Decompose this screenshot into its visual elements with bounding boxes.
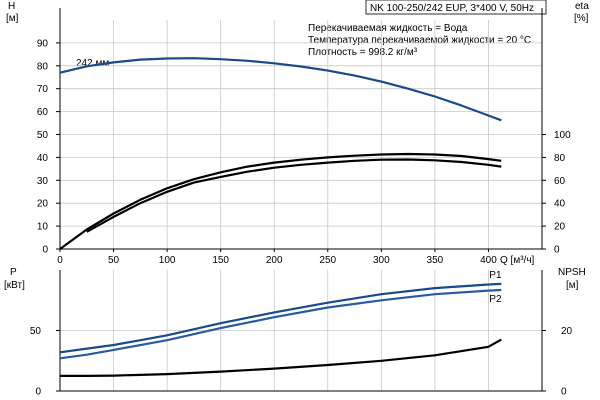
series-label-p1: P1 (489, 270, 502, 281)
lower-series: P1 P2 (59, 270, 502, 377)
density-line: Плотность = 998.2 кг/м³ (308, 47, 418, 58)
h-tick-label: 60 (37, 107, 49, 118)
upper-axes (59, 8, 543, 250)
npsh-tick-label: 0 (561, 387, 567, 398)
eta-tick-label: 20 (554, 222, 566, 233)
lower-p2-line (59, 288, 502, 360)
lower-tick-labels: 0 50 0 20 (30, 326, 573, 398)
eta-tick-label: 0 (554, 245, 560, 256)
x-tick-label: 250 (319, 255, 336, 266)
x-tick-label: 300 (373, 255, 390, 266)
x-tick-label: 0 (57, 255, 63, 266)
eta-tick-label: 100 (554, 130, 571, 141)
upper-series (59, 57, 502, 250)
p-tick-label: 0 (35, 387, 41, 398)
npsh-axis-title: NPSH (558, 267, 586, 278)
impeller-diameter-label: 242 мм (76, 58, 109, 69)
eta-tick-label: 60 (554, 176, 566, 187)
h-tick-label: 50 (37, 130, 49, 141)
fluid-line: Перекачиваемая жидкость = Вода (308, 23, 468, 34)
lower-grid (59, 270, 542, 392)
upper-series-2-line (86, 158, 502, 233)
upper-tick-labels: 0 50 100 150 200 250 300 350 4000102030405060708… (37, 38, 571, 266)
series-label-p2: P2 (489, 294, 502, 305)
upper-h-line (59, 57, 502, 122)
h-tick-label: 80 (37, 61, 49, 72)
chart-title-box (365, 0, 547, 15)
eta-axis-title: eta (575, 1, 589, 12)
eta-tick-label: 40 (554, 199, 566, 210)
h-tick-label: 30 (37, 176, 49, 187)
p-tick-label: 50 (30, 326, 42, 337)
p-axis-title: P (10, 267, 17, 278)
h-tick-label: 90 (37, 38, 49, 49)
upper-series-1-line (59, 152, 502, 250)
p-axis-unit: [кВт] (4, 280, 25, 291)
npsh-axis-unit: [м] (566, 280, 579, 291)
chart-title: NK 100-250/242 EUP, 3*400 V, 50Hz (370, 3, 534, 14)
h-tick-label: 10 (37, 222, 49, 233)
h-axis-unit: [м] (6, 13, 19, 24)
x-tick-label: 350 (427, 255, 444, 266)
eta-axis-unit: [%] (574, 13, 589, 24)
h-tick-label: 70 (37, 84, 49, 95)
x-tick-label: 400 (480, 255, 497, 266)
npsh-tick-label: 20 (561, 326, 573, 337)
x-tick-label: 50 (108, 255, 120, 266)
h-axis-title: H (8, 1, 15, 12)
temperature-line: Температура перекачиваемой жидкости = 20… (308, 35, 531, 46)
x-tick-label: 150 (212, 255, 229, 266)
upper-grid (59, 20, 542, 250)
x-tick-label: 200 (266, 255, 283, 266)
h-tick-label: 40 (37, 153, 49, 164)
x-tick-label: 100 (159, 255, 176, 266)
h-tick-label: 20 (37, 199, 49, 210)
q-axis-label: Q [м³/ч] (500, 255, 535, 266)
lower-p1-line (59, 282, 502, 354)
eta-tick-label: 80 (554, 153, 566, 164)
lower-series-2-line (60, 338, 502, 377)
h-tick-label: 0 (42, 245, 48, 256)
